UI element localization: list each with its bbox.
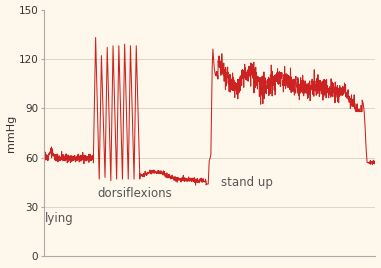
Y-axis label: mmHg: mmHg xyxy=(6,114,16,152)
Text: stand up: stand up xyxy=(221,176,273,189)
Text: dorsiflexions: dorsiflexions xyxy=(98,187,172,200)
Text: lying: lying xyxy=(45,212,74,225)
